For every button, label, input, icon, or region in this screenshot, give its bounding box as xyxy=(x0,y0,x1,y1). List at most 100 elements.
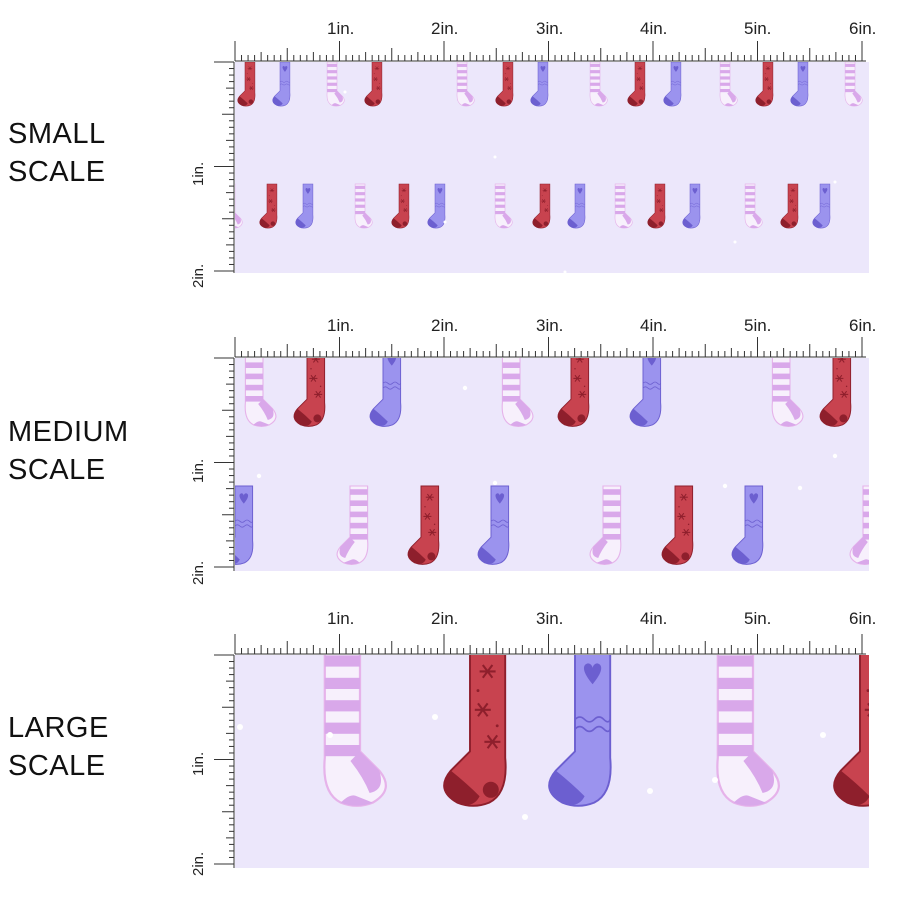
red-stocking-icon xyxy=(833,655,869,807)
striped-stocking-icon xyxy=(589,485,622,565)
striped-stocking-icon xyxy=(323,655,387,807)
red-stocking-icon xyxy=(364,62,383,107)
striped-stocking-icon xyxy=(589,62,608,107)
red-stocking-icon xyxy=(647,183,666,229)
snowflake-dot xyxy=(647,788,653,794)
ruler-label: 3in. xyxy=(536,609,564,628)
snowflake-dot xyxy=(493,155,497,159)
lavender-stocking-icon xyxy=(682,183,701,229)
red-stocking-icon xyxy=(237,62,256,107)
ruler-label: 1in. xyxy=(327,609,355,628)
stocking-pattern xyxy=(235,358,869,571)
ruler-label: 4in. xyxy=(640,609,668,628)
red-stocking-icon xyxy=(407,485,440,565)
ruler-label: 2in. xyxy=(190,263,207,288)
lavender-stocking-icon xyxy=(235,485,254,565)
snowflake-dot xyxy=(462,385,468,391)
snowflake-dot xyxy=(343,90,347,94)
striped-stocking-icon xyxy=(501,358,534,427)
scale-label-medium: MEDIUM SCALE xyxy=(8,413,129,489)
snowflake-dot xyxy=(712,777,718,783)
snowflake-dot xyxy=(256,473,262,479)
red-stocking-icon xyxy=(557,358,590,427)
lavender-stocking-icon xyxy=(790,62,809,107)
ruler-label: 3in. xyxy=(536,316,564,335)
red-stocking-icon xyxy=(661,485,694,565)
scale-label-line-1: MEDIUM xyxy=(8,416,129,448)
red-stocking-icon xyxy=(443,655,507,807)
scale-label-line-1: LARGE xyxy=(8,712,109,744)
striped-stocking-icon xyxy=(716,655,780,807)
lavender-stocking-icon xyxy=(663,62,682,107)
snowflake-dot xyxy=(492,480,498,486)
snowflake-dot xyxy=(733,240,737,244)
fabric-swatch-small xyxy=(235,62,869,273)
ruler-label: 1in. xyxy=(190,751,207,776)
ruler-label: 3in. xyxy=(536,19,564,38)
snowflake-dot xyxy=(443,220,447,224)
striped-stocking-icon xyxy=(771,358,804,427)
red-stocking-icon xyxy=(259,183,278,229)
stocking-pattern xyxy=(235,655,869,868)
lavender-stocking-icon xyxy=(369,358,402,427)
lavender-stocking-icon xyxy=(629,358,662,427)
striped-stocking-icon xyxy=(614,183,633,229)
ruler-label: 1in. xyxy=(190,161,207,186)
fabric-swatch-medium xyxy=(235,358,869,571)
ruler-label: 6in. xyxy=(849,609,877,628)
striped-stocking-icon xyxy=(849,485,869,565)
ruler-label: 5in. xyxy=(744,609,772,628)
red-stocking-icon xyxy=(819,358,852,427)
scale-label-small: SMALL SCALE xyxy=(8,115,106,191)
snowflake-dot xyxy=(522,814,528,820)
ruler-label: 2in. xyxy=(431,609,459,628)
red-stocking-icon xyxy=(755,62,774,107)
lavender-stocking-icon xyxy=(530,62,549,107)
snowflake-dot xyxy=(820,732,826,738)
snowflake-dot xyxy=(237,724,243,730)
striped-stocking-icon xyxy=(719,62,738,107)
red-stocking-icon xyxy=(495,62,514,107)
fabric-background xyxy=(235,358,869,571)
snowflake-dot xyxy=(327,732,333,738)
ruler-label: 2in. xyxy=(431,19,459,38)
ruler-label: 5in. xyxy=(744,316,772,335)
lavender-stocking-icon xyxy=(272,62,291,107)
ruler-label: 4in. xyxy=(640,316,668,335)
lavender-stocking-icon xyxy=(295,183,314,229)
lavender-stocking-icon xyxy=(427,183,446,229)
red-stocking-icon xyxy=(780,183,799,229)
lavender-stocking-icon xyxy=(567,183,586,229)
striped-stocking-icon xyxy=(494,183,513,229)
ruler-label: 1in. xyxy=(327,316,355,335)
stocking-pattern xyxy=(235,62,869,273)
red-stocking-icon xyxy=(391,183,410,229)
red-stocking-icon xyxy=(627,62,646,107)
ruler-label: 1in. xyxy=(327,19,355,38)
striped-stocking-icon xyxy=(456,62,475,107)
lavender-stocking-icon xyxy=(548,655,612,807)
ruler-label: 6in. xyxy=(849,316,877,335)
lavender-stocking-icon xyxy=(731,485,764,565)
scale-label-line-2: SCALE xyxy=(8,156,106,188)
lavender-stocking-icon xyxy=(477,485,510,565)
snowflake-dot xyxy=(722,483,728,489)
striped-stocking-icon xyxy=(244,358,277,427)
snowflake-dot xyxy=(432,714,438,720)
striped-stocking-icon xyxy=(235,183,243,229)
scale-label-line-2: SCALE xyxy=(8,454,106,486)
ruler-label: 2in. xyxy=(431,316,459,335)
striped-stocking-icon xyxy=(744,183,763,229)
scale-label-line-1: SMALL xyxy=(8,118,106,150)
striped-stocking-icon xyxy=(326,62,345,107)
lavender-stocking-icon xyxy=(812,183,831,229)
scale-label-large: LARGE SCALE xyxy=(8,709,109,785)
striped-stocking-icon xyxy=(354,183,373,229)
snowflake-dot xyxy=(832,453,838,459)
ruler-label: 5in. xyxy=(744,19,772,38)
striped-stocking-icon xyxy=(844,62,863,107)
ruler-label: 6in. xyxy=(849,19,877,38)
scale-label-line-2: SCALE xyxy=(8,750,106,782)
snowflake-dot xyxy=(797,485,803,491)
ruler-label: 2in. xyxy=(190,851,207,876)
